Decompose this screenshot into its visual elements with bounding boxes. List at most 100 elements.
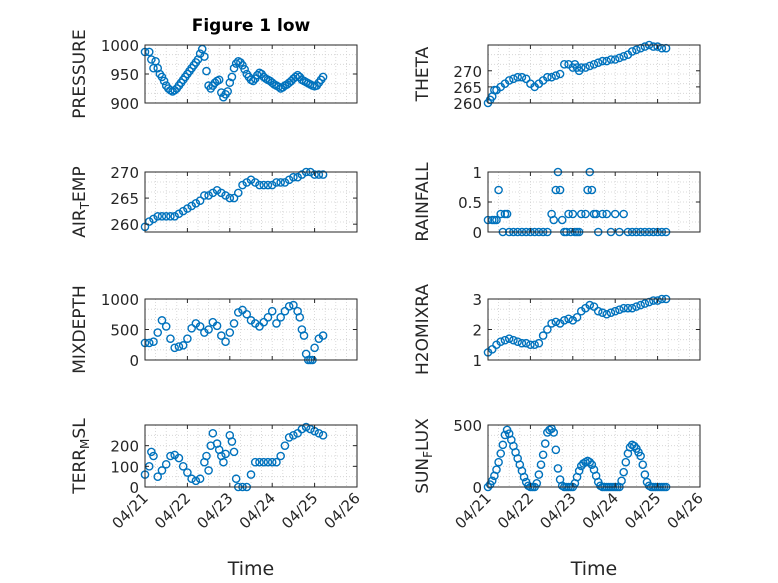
y-tick-label: 270 <box>110 164 139 182</box>
data-point <box>195 196 205 205</box>
data-point <box>314 428 324 438</box>
data-point <box>157 466 167 475</box>
data-point <box>166 334 175 343</box>
data-point <box>555 185 565 195</box>
data-point <box>147 447 156 457</box>
data-point <box>217 331 226 340</box>
data-point <box>166 212 175 221</box>
y-axis-label: MIXDEPTH <box>70 285 90 374</box>
data-point <box>598 209 607 219</box>
data-point <box>621 457 631 467</box>
data-point <box>195 322 205 331</box>
data-point <box>242 178 252 187</box>
data-point <box>534 470 544 479</box>
data-point <box>204 191 213 200</box>
data-point <box>549 428 559 437</box>
data-point <box>204 325 213 334</box>
data-point <box>191 476 201 486</box>
data-point <box>295 312 305 322</box>
data-point <box>551 445 561 455</box>
data-point <box>229 319 239 328</box>
data-point <box>549 215 559 225</box>
data-point <box>259 457 269 467</box>
data-point <box>585 457 595 467</box>
data-point <box>574 466 584 476</box>
data-point <box>517 338 527 348</box>
data-point <box>267 306 277 316</box>
data-point <box>229 63 239 73</box>
data-point <box>318 331 328 340</box>
data-point <box>227 72 237 82</box>
data-point <box>640 470 650 479</box>
data-point <box>496 337 506 347</box>
data-point <box>178 462 188 471</box>
data-point <box>208 188 218 198</box>
data-point <box>293 70 302 80</box>
data-point <box>543 72 552 82</box>
data-point <box>272 178 281 187</box>
data-point <box>526 340 535 350</box>
data-point <box>530 340 539 350</box>
data-point <box>229 447 239 457</box>
y-axis-label: TERRMSL <box>70 418 92 495</box>
data-point <box>644 297 654 307</box>
data-point <box>500 335 510 345</box>
data-point <box>149 451 158 461</box>
data-point <box>502 209 512 219</box>
data-point <box>212 321 222 331</box>
data-point <box>576 209 586 219</box>
x-tick-label: 04/22 <box>151 489 194 532</box>
data-point <box>617 476 626 486</box>
data-point <box>259 317 269 327</box>
data-point <box>231 474 241 484</box>
data-point <box>572 312 582 322</box>
data-point <box>513 72 522 82</box>
data-point <box>583 185 592 195</box>
y-tick-label: 500 <box>110 322 139 340</box>
y-tick-label: 1 <box>472 352 482 370</box>
data-point <box>581 63 590 72</box>
data-point <box>183 334 192 343</box>
axes-box <box>144 171 358 233</box>
data-point <box>223 87 232 96</box>
data-point <box>214 75 224 85</box>
y-tick-label: 1000 <box>101 291 139 309</box>
data-point <box>276 451 285 461</box>
data-point <box>246 470 256 479</box>
data-point <box>267 180 277 190</box>
data-point <box>284 433 294 442</box>
data-point <box>318 170 328 179</box>
subplot-h2omixra: 1 2 3 H2OMIXRA <box>413 284 701 375</box>
data-point <box>280 178 290 187</box>
data-point <box>149 214 158 224</box>
data-point <box>255 457 264 467</box>
data-point <box>174 342 184 351</box>
data-point <box>153 63 163 73</box>
data-point <box>649 296 658 305</box>
data-point <box>149 337 158 347</box>
data-point <box>615 53 624 63</box>
data-point <box>250 457 260 467</box>
x-tick-label: 04/26 <box>664 489 707 532</box>
data-point <box>551 317 561 327</box>
data-point <box>555 69 565 79</box>
data-point <box>147 55 156 64</box>
data-point <box>551 71 561 80</box>
data-point <box>233 188 243 198</box>
data-point <box>615 305 624 314</box>
data-point <box>227 437 237 446</box>
data-point <box>242 309 252 319</box>
data-point <box>170 212 179 221</box>
data-point <box>157 212 167 221</box>
data-point <box>487 345 497 354</box>
data-point <box>153 328 163 337</box>
y-axis-label: SUNFLUX <box>413 418 435 494</box>
data-point <box>272 319 281 328</box>
data-point <box>610 306 620 316</box>
data-point <box>204 466 213 475</box>
y-tick-label: 0 <box>472 479 482 497</box>
data-point <box>157 72 167 82</box>
